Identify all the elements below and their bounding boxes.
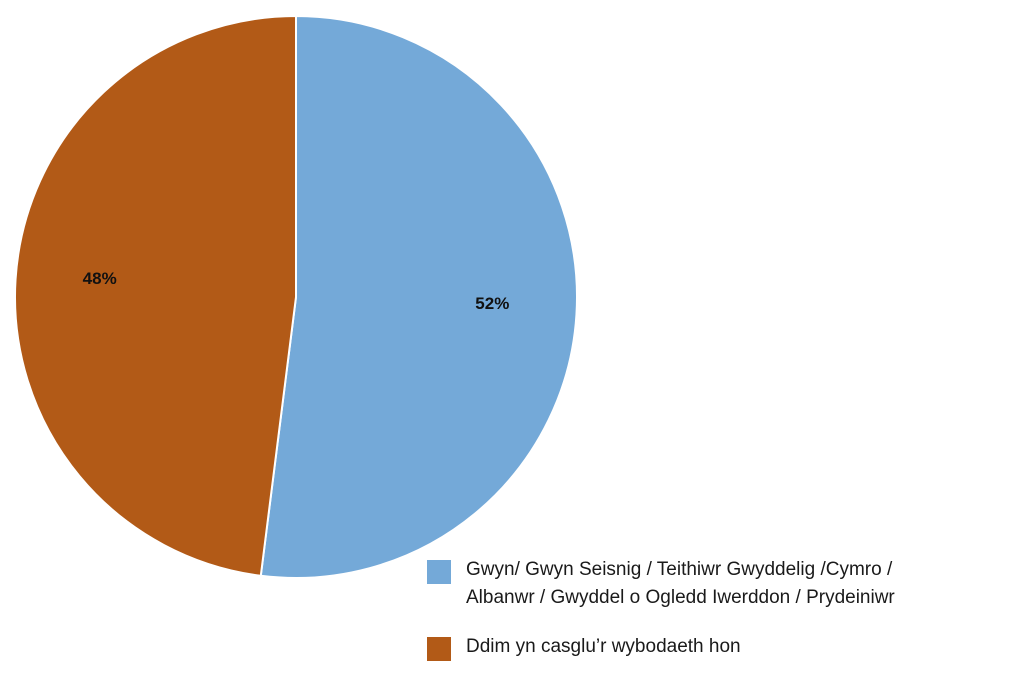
pie-chart: 52% 48% [14, 15, 578, 579]
data-label-gwyn: 52% [475, 294, 509, 313]
pie-slices [14, 15, 578, 579]
pie-slice-gwyn [259, 15, 578, 579]
legend-label-gwyn: Gwyn/ Gwyn Seisnig / Teithiwr Gwyddelig … [466, 559, 895, 608]
legend-item-not-collected: Ddim yn casglu’r wybodaeth hon [427, 633, 1027, 661]
legend-swatch-gwyn [427, 560, 451, 584]
legend-swatch-not-collected [427, 637, 451, 661]
legend: Gwyn/ Gwyn Seisnig / Teithiwr Gwyddelig … [427, 556, 1027, 682]
pie-slice-not-collected [14, 15, 297, 577]
legend-item-gwyn: Gwyn/ Gwyn Seisnig / Teithiwr Gwyddelig … [427, 556, 1027, 612]
data-label-not-collected: 48% [83, 269, 117, 288]
legend-label-not-collected: Ddim yn casglu’r wybodaeth hon [466, 636, 741, 657]
pie-data-labels: 52% 48% [83, 269, 510, 313]
